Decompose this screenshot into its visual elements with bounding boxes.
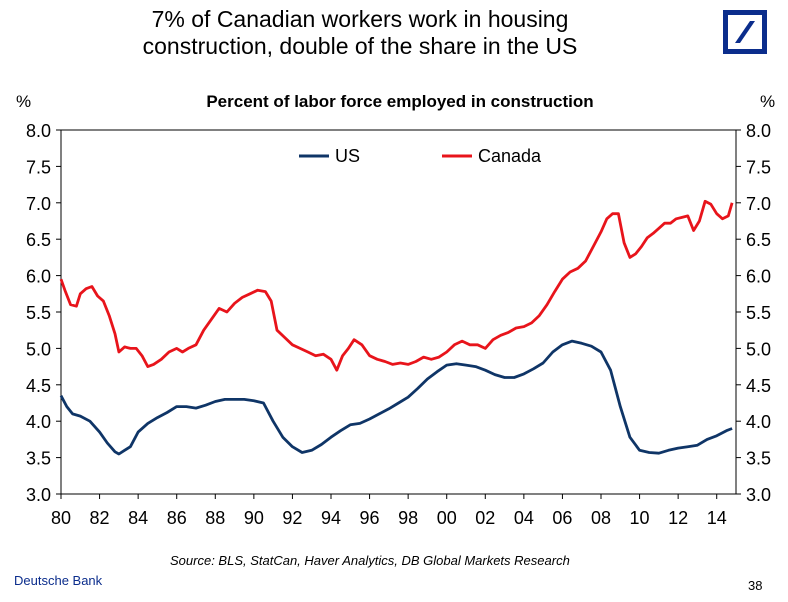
x-tick-label: 94 [321,508,341,528]
headline-line-2: construction, double of the share in the… [142,33,578,59]
y-tick-label-left: 5.0 [26,339,51,359]
legend-label-canada: Canada [478,146,542,166]
y-tick-label-left: 4.5 [26,376,51,396]
x-tick-label: 90 [244,508,264,528]
y-tick-label-left: 7.0 [26,194,51,214]
x-tick-label: 04 [514,508,534,528]
y-tick-label-right: 5.0 [746,339,771,359]
y-tick-label-right: 3.0 [746,485,771,505]
y-tick-label-right: 5.5 [746,303,771,323]
legend-label-us: US [335,146,360,166]
x-tick-label: 92 [282,508,302,528]
x-tick-label: 06 [552,508,572,528]
x-tick-label: 80 [51,508,71,528]
y-tick-label-left: 3.0 [26,485,51,505]
series-line-us [59,339,733,456]
headline-line-1: 7% of Canadian workers work in housing [151,6,569,32]
x-tick-label: 84 [128,508,148,528]
plot-frame [60,129,737,495]
chart-axes: 3.0 3.0 3.5 3.5 4.0 4.0 4.5 4.5 5.0 5.0 5.5 5.5 6.0 6… [26,121,771,528]
y-tick-label-right: 8.0 [746,121,771,141]
chart-series [59,199,734,456]
y-tick-label-left: 8.0 [26,121,51,141]
deutsche-bank-logo-icon [723,10,767,54]
x-tick-label: 86 [167,508,187,528]
y-axis-label-left: % [16,92,31,111]
y-tick-label-left: 6.0 [26,267,51,287]
x-tick-label: 14 [707,508,727,528]
y-tick-label-left: 7.5 [26,157,51,177]
y-axis-label-right: % [760,92,775,111]
y-tick-label-right: 4.5 [746,376,771,396]
y-tick-label-right: 4.0 [746,412,771,432]
x-tick-label: 10 [630,508,650,528]
headline: 7% of Canadian workers work in housing c… [60,6,660,60]
y-tick-label-right: 7.5 [746,157,771,177]
chart-title: Percent of labor force employed in const… [206,92,593,111]
x-tick-label: 02 [475,508,495,528]
x-tick-label: 08 [591,508,611,528]
y-tick-label-right: 6.0 [746,267,771,287]
logo-slash-icon [735,21,755,43]
x-tick-label: 88 [205,508,225,528]
y-tick-label-right: 3.5 [746,449,771,469]
source-note: Source: BLS, StatCan, Haver Analytics, D… [170,553,570,568]
y-tick-label-left: 6.5 [26,230,51,250]
x-tick-label: 00 [437,508,457,528]
y-tick-label-left: 3.5 [26,449,51,469]
brand-name: Deutsche Bank [14,573,103,588]
series-line-canada [59,199,734,372]
y-tick-label-left: 5.5 [26,303,51,323]
x-tick-label: 98 [398,508,418,528]
y-tick-label-left: 4.0 [26,412,51,432]
chart-legend: US Canada [299,146,542,166]
x-tick-label: 12 [668,508,688,528]
page-number: 38 [748,578,763,593]
x-tick-label: 96 [360,508,380,528]
x-tick-label: 82 [90,508,110,528]
y-tick-label-right: 6.5 [746,230,771,250]
y-tick-label-right: 7.0 [746,194,771,214]
